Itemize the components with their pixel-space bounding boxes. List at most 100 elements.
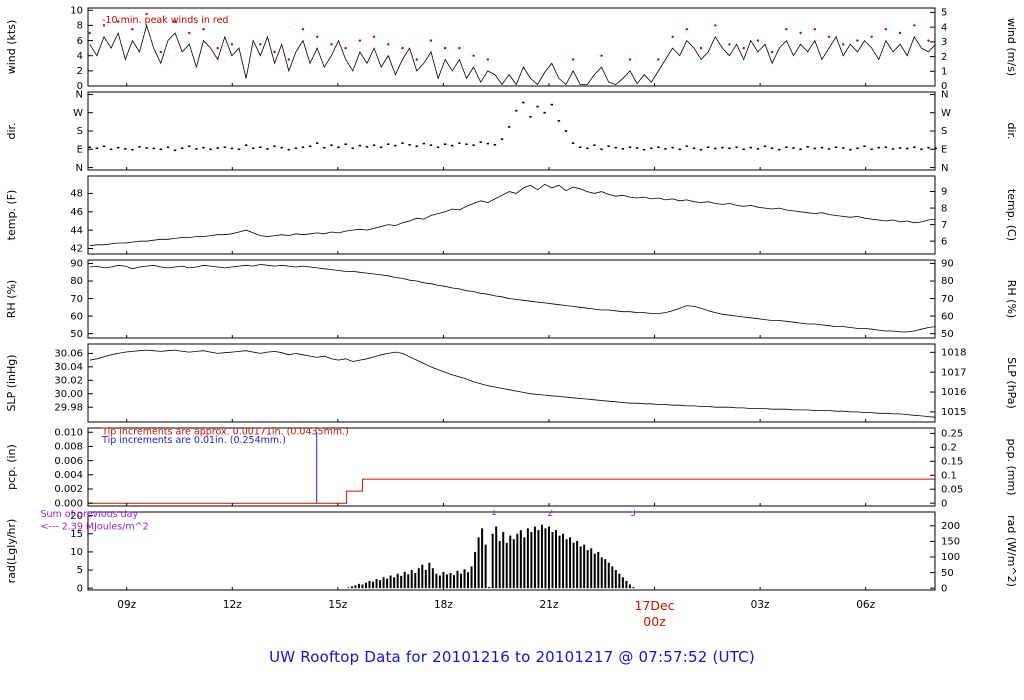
panel-wind: 0 2 4 6 8 10 0 1 2 3 4 5 -10 min. peak winds in red w… bbox=[5, 6, 1018, 90]
wind_dir_deg-mark bbox=[714, 147, 717, 150]
y-tick-label-left: 0.006 bbox=[54, 456, 83, 467]
wind_peak-point bbox=[628, 58, 632, 61]
y-axis-title-right: wind (m/s) bbox=[1005, 18, 1018, 76]
y-tick-label-right: 8 bbox=[941, 203, 947, 214]
wind_peak-point bbox=[884, 28, 888, 31]
wind_peak-point bbox=[699, 46, 703, 50]
wind_dir_deg-mark bbox=[337, 146, 340, 149]
y-tick-label-right: 1018 bbox=[941, 348, 966, 359]
wind_peak-point bbox=[287, 58, 290, 61]
annotation: -10 min. peak winds in red bbox=[102, 15, 228, 26]
wind_dir_deg-mark bbox=[273, 145, 276, 148]
wind_dir_deg-mark bbox=[614, 146, 617, 149]
wind_dir_deg-mark bbox=[344, 143, 347, 146]
x-tick-label: 18z bbox=[434, 599, 453, 611]
wind_peak-point bbox=[813, 28, 816, 31]
wind_dir_deg-mark bbox=[358, 144, 362, 147]
wind_dir_deg-mark bbox=[116, 146, 120, 149]
x-tick-label: 00z bbox=[643, 614, 666, 629]
y-tick-label-left: 50 bbox=[70, 329, 83, 340]
wind_dir_deg-mark bbox=[159, 148, 163, 151]
wind_dir_deg-mark bbox=[834, 146, 838, 149]
wind_dir_deg-mark bbox=[429, 144, 433, 147]
wind_dir_deg-mark bbox=[621, 148, 625, 150]
wind_peak-point bbox=[173, 20, 177, 23]
wind_peak-point bbox=[358, 39, 362, 42]
time-axis: 09z 12z 15z 18z 21z 17Dec 00z 03z 06z bbox=[0, 594, 1024, 636]
annotation: Sum of previous day bbox=[40, 510, 138, 520]
wind_dir_deg-mark bbox=[607, 145, 610, 148]
wind_dir_deg-mark bbox=[180, 147, 184, 150]
wind_dir_deg-mark bbox=[870, 148, 873, 151]
y-tick-label-right: 0.2 bbox=[941, 443, 957, 454]
wind_peak-point bbox=[571, 58, 575, 61]
annotation: 2 bbox=[547, 510, 553, 519]
y-tick-label-left: N bbox=[76, 163, 83, 174]
y-axis-title-left: pcp. (in) bbox=[5, 444, 18, 490]
wind_dir_deg-mark bbox=[536, 105, 539, 108]
wind_dir_deg-mark bbox=[635, 147, 639, 149]
panel-border bbox=[87, 511, 936, 591]
y-tick-label-right: W bbox=[941, 108, 951, 119]
annotation: Tip increments are 0.01in. (0.254mm.) bbox=[101, 435, 286, 446]
y-tick-label-left: 6 bbox=[77, 36, 83, 47]
wind_dir_deg-mark bbox=[728, 147, 731, 150]
y-tick-label-left: 10 bbox=[70, 547, 83, 558]
y-tick-label-right: 0.15 bbox=[941, 456, 963, 467]
wind_dir_deg-mark bbox=[579, 146, 582, 149]
wind_peak-point bbox=[657, 58, 660, 61]
wind_dir_deg-mark bbox=[699, 148, 703, 151]
temp_f-line bbox=[89, 183, 936, 247]
wind_peak-point bbox=[756, 39, 760, 42]
wind_dir_deg-mark bbox=[109, 148, 113, 151]
wind_dir_deg-mark bbox=[806, 146, 809, 148]
wind_dir_deg-mark bbox=[593, 144, 596, 147]
wind_dir_deg-mark bbox=[671, 146, 674, 149]
y-axis-title-left: temp. (F) bbox=[5, 190, 18, 241]
y-axis-title-right: dir. bbox=[1005, 122, 1018, 139]
y-tick-label-left: 46 bbox=[70, 207, 83, 218]
y-tick-label-left: 80 bbox=[70, 276, 83, 287]
y-tick-label-right: 150 bbox=[941, 537, 960, 548]
wind_dir_deg-mark bbox=[913, 146, 916, 149]
wind_dir_deg-mark bbox=[330, 144, 333, 147]
wind_peak-point bbox=[870, 35, 873, 38]
y-axis-title-right: temp. (C) bbox=[1005, 189, 1018, 241]
y-tick-label-left: 0.002 bbox=[54, 484, 83, 495]
wind_dir_deg-mark bbox=[401, 142, 404, 144]
slp_inhg-line bbox=[89, 349, 936, 418]
wind_dir_deg-mark bbox=[436, 146, 440, 149]
wind_dir_deg-mark bbox=[515, 109, 518, 112]
wind_dir_deg-mark bbox=[230, 147, 234, 150]
wind_dir_deg-mark bbox=[934, 147, 937, 150]
y-tick-label-right: 2 bbox=[941, 52, 947, 63]
wind_dir_deg-mark bbox=[422, 142, 426, 145]
wind_dir_deg-mark bbox=[351, 147, 354, 150]
y-tick-label-right: 100 bbox=[941, 552, 960, 563]
wind_dir_deg-mark bbox=[479, 141, 482, 143]
wind_dir_deg-mark bbox=[778, 148, 781, 151]
y-tick-label-left: 0 bbox=[77, 583, 83, 594]
wind_dir_deg-mark bbox=[742, 148, 745, 151]
y-axis-title-left: SLP (inHg) bbox=[5, 354, 18, 411]
wind_dir_deg-mark bbox=[898, 147, 902, 149]
wind_dir_deg-mark bbox=[394, 144, 397, 147]
wind_dir_deg-mark bbox=[145, 147, 148, 149]
wind_dir_deg-mark bbox=[785, 146, 788, 149]
y-tick-label-right: 50 bbox=[941, 568, 954, 579]
figure-title: UW Rooftop Data for 20101216 to 20101217… bbox=[269, 648, 755, 666]
wind_dir_deg-mark bbox=[756, 148, 760, 150]
wind_dir_deg-mark bbox=[252, 147, 255, 150]
wind_peak-point bbox=[415, 58, 418, 61]
x-tick-label: 09z bbox=[117, 599, 136, 611]
wind_dir_deg-mark bbox=[266, 148, 269, 150]
wind_dir_deg-mark bbox=[721, 146, 724, 149]
y-tick-label-right: 1015 bbox=[941, 407, 966, 418]
y-tick-label-left: 8 bbox=[77, 21, 83, 32]
wind_dir_deg-mark bbox=[920, 148, 923, 151]
wind_peak-point bbox=[458, 46, 461, 50]
wind_dir_deg-mark bbox=[557, 120, 561, 122]
x-tick-label: 21z bbox=[540, 599, 559, 611]
wind_peak-point bbox=[202, 28, 205, 31]
